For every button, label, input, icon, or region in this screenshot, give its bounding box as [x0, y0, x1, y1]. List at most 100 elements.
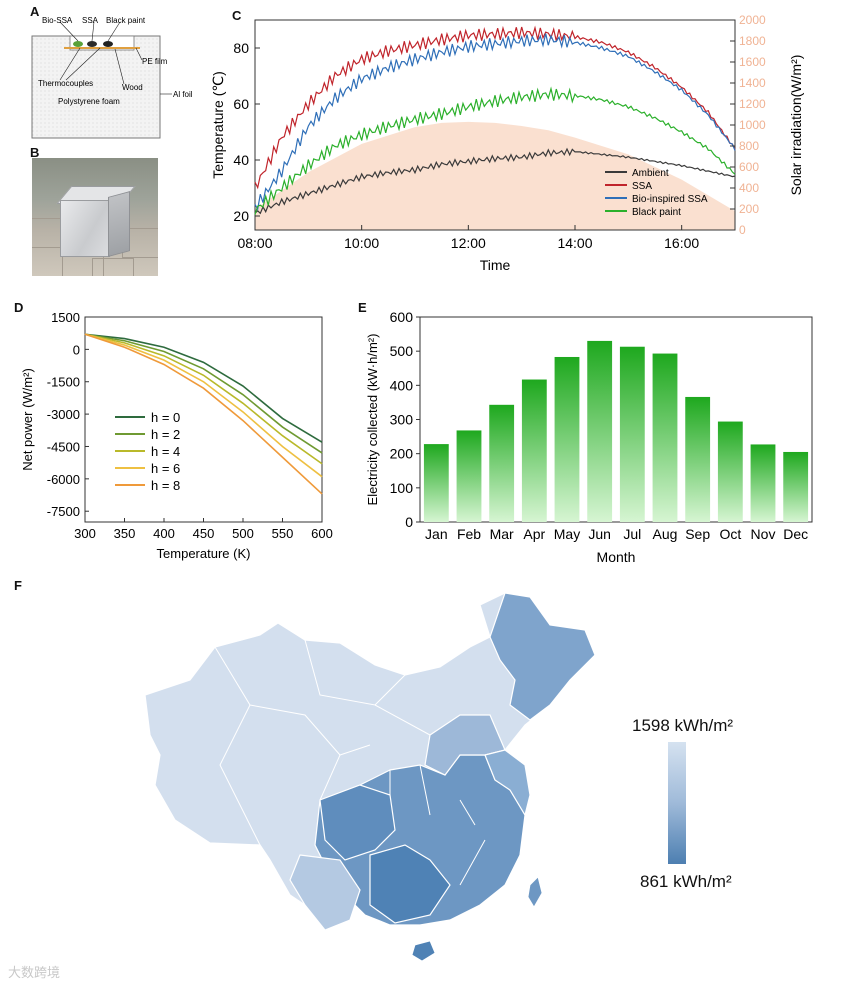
label-thermocouples: Thermocouples	[38, 79, 93, 88]
bar-nov	[750, 444, 776, 522]
y2-tick-label: 400	[739, 181, 759, 195]
x-tick-label: Jun	[588, 526, 611, 542]
legend-label: Black paint	[632, 207, 681, 218]
watermark-text: 大数跨境	[8, 965, 61, 980]
y-tick-label: 20	[233, 208, 249, 224]
x-tick-label: Mar	[490, 526, 514, 542]
series-line-h-6	[84, 333, 323, 478]
y-tick-label: 300	[390, 412, 414, 428]
y-tick-label: -4500	[47, 439, 80, 454]
legend-label: Ambient	[632, 168, 669, 179]
map-region-yunnan	[289, 854, 361, 931]
y-tick-label: -3000	[47, 407, 80, 422]
bar-may	[554, 356, 580, 522]
x-tick-label: 400	[153, 526, 175, 541]
x-tick-label: Dec	[783, 526, 808, 542]
black-paint-sample	[103, 41, 113, 47]
bar-jul	[619, 346, 645, 522]
y-axis-title: Electricity collected (kW·h/m²)	[365, 334, 380, 506]
pe-film-line	[64, 47, 140, 49]
y-tick-label: 500	[390, 343, 414, 359]
bio-ssa-sample	[73, 41, 83, 47]
series-line-black-paint	[254, 86, 736, 215]
panel-label-a: A	[30, 4, 40, 19]
y2-axis-title: Solar irradiation(W/m²)	[788, 55, 804, 196]
y2-tick-label: 1000	[739, 118, 766, 132]
label-polystyrene: Polystyrene foam	[58, 97, 120, 106]
irradiation-area	[255, 121, 735, 230]
y-tick-label: 400	[390, 377, 414, 393]
x-tick-label: 10:00	[344, 235, 379, 251]
x-tick-label: Apr	[523, 526, 545, 542]
y2-tick-label: 2000	[739, 13, 766, 27]
bar-dec	[783, 451, 809, 522]
y-tick-label: 0	[405, 514, 413, 530]
x-tick-label: Jan	[425, 526, 448, 542]
x-tick-label: 300	[74, 526, 96, 541]
series-line-h-2	[84, 333, 323, 454]
bar-oct	[717, 421, 743, 522]
x-tick-label: 16:00	[664, 235, 699, 251]
y-tick-label: -1500	[47, 375, 80, 390]
x-tick-label: 600	[311, 526, 333, 541]
series-line-bio-inspired-ssa	[254, 33, 736, 211]
y2-tick-label: 1600	[739, 55, 766, 69]
plot-frame	[84, 316, 323, 523]
y-tick-label: 200	[390, 446, 414, 462]
x-axis-title: Temperature (K)	[157, 546, 251, 561]
y2-tick-label: 1200	[739, 97, 766, 111]
x-tick-label: Feb	[457, 526, 481, 542]
x-tick-label: 08:00	[237, 235, 272, 251]
panel-label-e: E	[358, 300, 367, 315]
panel-label-b: B	[30, 145, 40, 160]
label-bio-ssa: Bio-SSA	[42, 16, 73, 25]
ssa-sample	[87, 41, 97, 47]
map-region-hainan	[411, 940, 436, 962]
y-axis-title: Net power (W/m²)	[20, 368, 35, 471]
series-line-h-8	[84, 333, 323, 495]
map-region-taiwan	[527, 876, 543, 908]
label-black-paint: Black paint	[106, 16, 146, 25]
legend-label: h = 6	[151, 461, 180, 476]
y-tick-label: 1500	[51, 310, 80, 325]
device-photo	[32, 158, 158, 276]
x-tick-label: 550	[272, 526, 294, 541]
map-region-east	[484, 749, 531, 817]
x-tick-label: Jul	[623, 526, 641, 542]
china-map	[144, 592, 596, 962]
panel-label-f: F	[14, 578, 22, 593]
label-pe-film: PE film	[142, 57, 168, 66]
bar-apr	[521, 379, 547, 522]
legend-label: SSA	[632, 181, 652, 192]
map-legend-colorbar	[668, 742, 686, 864]
series-line-h-0	[84, 333, 323, 443]
y2-tick-label: 1400	[739, 76, 766, 90]
y-tick-label: 40	[233, 152, 249, 168]
label-ssa: SSA	[82, 16, 99, 25]
x-tick-label: 14:00	[557, 235, 592, 251]
y-axis-title: Temperature (℃)	[210, 71, 226, 179]
y2-tick-label: 0	[739, 223, 746, 237]
y2-tick-label: 600	[739, 160, 759, 174]
x-tick-label: Nov	[751, 526, 776, 542]
x-tick-label: 500	[232, 526, 254, 541]
y-tick-label: -7500	[47, 504, 80, 519]
label-al-foil: Al foil	[173, 90, 193, 99]
schematic-diagram: Bio-SSA SSA Black paint PE film Thermoco…	[31, 16, 193, 139]
map-region-northeast	[489, 592, 596, 721]
bar-aug	[652, 353, 678, 522]
series-line-h-4	[84, 333, 323, 465]
label-wood: Wood	[122, 83, 143, 92]
legend-label: h = 4	[151, 444, 180, 459]
x-tick-label: 450	[193, 526, 215, 541]
cavity	[69, 35, 135, 51]
legend-label: h = 8	[151, 478, 180, 493]
chart-temperature-irradiation: 2040608002004006008001000120014001600180…	[210, 13, 804, 273]
y2-tick-label: 1800	[739, 34, 766, 48]
y-tick-label: 80	[233, 40, 249, 56]
y-tick-label: 600	[390, 309, 414, 325]
bar-jun	[587, 340, 613, 522]
y-tick-label: -6000	[47, 472, 80, 487]
series-line-ambient	[254, 147, 736, 215]
map-legend-min: 861 kWh/m²	[640, 872, 732, 891]
